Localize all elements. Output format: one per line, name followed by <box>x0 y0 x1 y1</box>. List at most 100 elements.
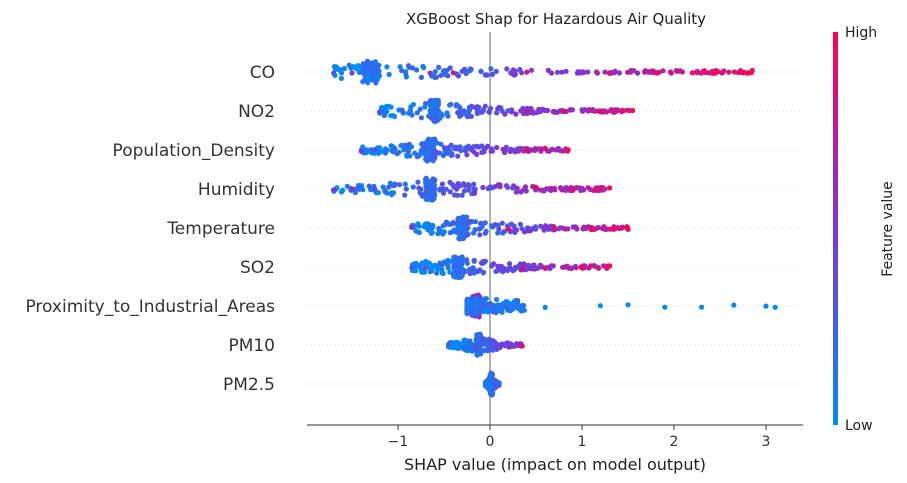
shap-point <box>450 182 456 188</box>
shap-point <box>438 141 444 147</box>
shap-point <box>689 70 696 76</box>
shap-point <box>445 145 451 151</box>
shap-point <box>531 147 537 153</box>
shap-point <box>458 274 464 280</box>
chart-title: XGBoost Shap for Hazardous Air Quality <box>406 10 706 28</box>
shap-point <box>459 254 465 260</box>
shap-point <box>465 182 471 188</box>
shap-point <box>504 184 511 190</box>
shap-point <box>450 221 456 227</box>
shap-point <box>399 67 405 74</box>
shap-point <box>567 107 574 113</box>
shap-point <box>619 225 625 231</box>
shap-point <box>564 263 570 269</box>
shap-point <box>418 74 424 80</box>
shap-point <box>331 70 337 76</box>
colorbar-high-label: High <box>845 25 877 41</box>
shap-point <box>427 70 433 76</box>
shap-point <box>432 262 438 268</box>
feature-label: PM10 <box>228 336 275 356</box>
shap-point <box>377 109 383 115</box>
shap-point <box>423 191 429 198</box>
shap-point <box>437 260 443 266</box>
shap-point <box>513 111 519 117</box>
shap-point <box>620 108 627 114</box>
shap-point <box>465 187 472 193</box>
shap-point <box>473 104 479 111</box>
shap-point <box>381 111 387 117</box>
colorbar-low-label: Low <box>845 418 873 434</box>
shap-point <box>429 139 435 145</box>
shap-point <box>660 68 666 74</box>
shap-point <box>485 309 491 315</box>
shap-point <box>364 60 370 66</box>
shap-point <box>625 69 631 75</box>
shap-point <box>405 63 412 69</box>
shap-point <box>349 70 355 76</box>
shap-point <box>489 306 495 312</box>
shap-point <box>434 140 440 146</box>
shap-point <box>464 257 470 263</box>
shap-point <box>372 186 378 192</box>
shap-point <box>437 186 443 192</box>
shap-point <box>597 303 604 309</box>
shap-point <box>355 63 361 69</box>
shap-point <box>477 302 483 308</box>
shap-point <box>749 67 755 74</box>
shap-point <box>667 69 674 75</box>
shap-point <box>443 260 449 266</box>
shap-point <box>499 342 506 348</box>
shap-point <box>483 337 489 343</box>
shap-point <box>473 268 479 274</box>
shap-point <box>453 103 459 109</box>
shap-point <box>550 263 556 269</box>
shap-point <box>431 185 438 191</box>
shap-point <box>507 341 513 347</box>
shap-point <box>360 79 366 85</box>
shap-point <box>430 176 436 182</box>
shap-point <box>375 190 381 196</box>
shap-point <box>573 265 579 271</box>
shap-point <box>465 348 471 354</box>
shap-point <box>556 145 562 152</box>
shap-point <box>401 147 407 153</box>
feature-row-points <box>409 254 613 280</box>
shap-point <box>447 258 453 264</box>
shap-point <box>488 148 494 154</box>
shap-point <box>482 220 488 226</box>
shap-point <box>403 71 409 77</box>
shap-point <box>506 261 513 267</box>
shap-point <box>719 70 725 76</box>
shap-point <box>467 270 473 277</box>
shap-point <box>483 72 489 78</box>
shap-point <box>481 149 487 155</box>
shap-point <box>524 228 531 234</box>
shap-point <box>502 111 508 117</box>
shap-point <box>447 189 453 195</box>
shap-point <box>465 225 471 231</box>
feature-row-points <box>377 97 636 125</box>
shap-point <box>453 144 459 150</box>
shap-point <box>440 223 446 229</box>
shap-point <box>529 226 535 232</box>
shap-point <box>712 70 719 76</box>
shap-point <box>424 196 430 203</box>
shap-point <box>495 230 501 236</box>
shap-point <box>506 266 512 272</box>
shap-point <box>677 68 683 74</box>
feature-row-points <box>409 214 631 242</box>
shap-point <box>432 69 438 75</box>
shap-point <box>427 102 433 108</box>
shap-point <box>389 143 395 149</box>
shap-point <box>482 103 488 109</box>
shap-point <box>533 226 539 232</box>
shap-point <box>431 190 437 196</box>
shap-point <box>477 232 483 238</box>
shap-point <box>410 101 416 108</box>
shap-point <box>483 379 489 385</box>
shap-point <box>507 308 513 314</box>
shap-point <box>340 187 346 193</box>
x-tick-label: 2 <box>670 434 679 450</box>
feature-row-points <box>358 136 571 164</box>
